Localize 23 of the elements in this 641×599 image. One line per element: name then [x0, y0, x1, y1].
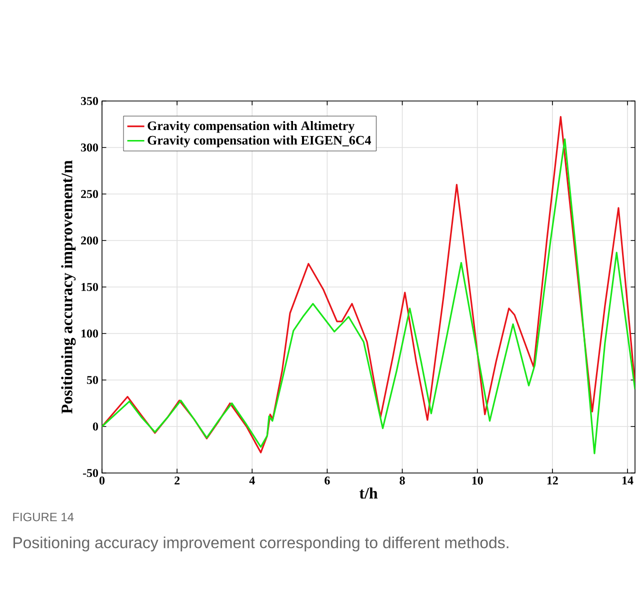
x-axis-title: t/h — [359, 487, 378, 499]
y-tick-label: 150 — [82, 282, 98, 292]
x-tick-label: 2 — [174, 476, 180, 484]
y-tick-label: 0 — [92, 422, 98, 431]
x-tick-label: 6 — [324, 476, 330, 485]
y-tick-label: 250 — [81, 190, 98, 198]
legend-label: Gravity compensation with EIGEN_6C4 — [148, 136, 371, 148]
y-tick-label: -50 — [82, 468, 98, 478]
x-tick-label: 4 — [249, 476, 255, 484]
caption: FIGURE 14 — [13, 512, 74, 522]
legend-label: Gravity compensation with Altimetry — [148, 121, 355, 133]
y-tick-label: 200 — [81, 236, 98, 245]
text: Positioning accuracy improvement corresponding to different methods. — [14, 536, 508, 552]
x-tick-label: 8 — [400, 476, 405, 485]
y-tick-label: 100 — [82, 329, 98, 338]
y-tick-label: 350 — [81, 96, 98, 106]
y-tick-label: 300 — [81, 143, 98, 152]
x-tick-label: 12 — [547, 476, 558, 484]
y-axis-title: Positioning accuracy improvement/m — [61, 160, 76, 414]
x-tick-label: 14 — [622, 476, 634, 484]
x-tick-label: 10 — [472, 476, 483, 485]
y-tick-label: 50 — [87, 376, 98, 384]
x-tick-label: 0 — [99, 476, 105, 485]
